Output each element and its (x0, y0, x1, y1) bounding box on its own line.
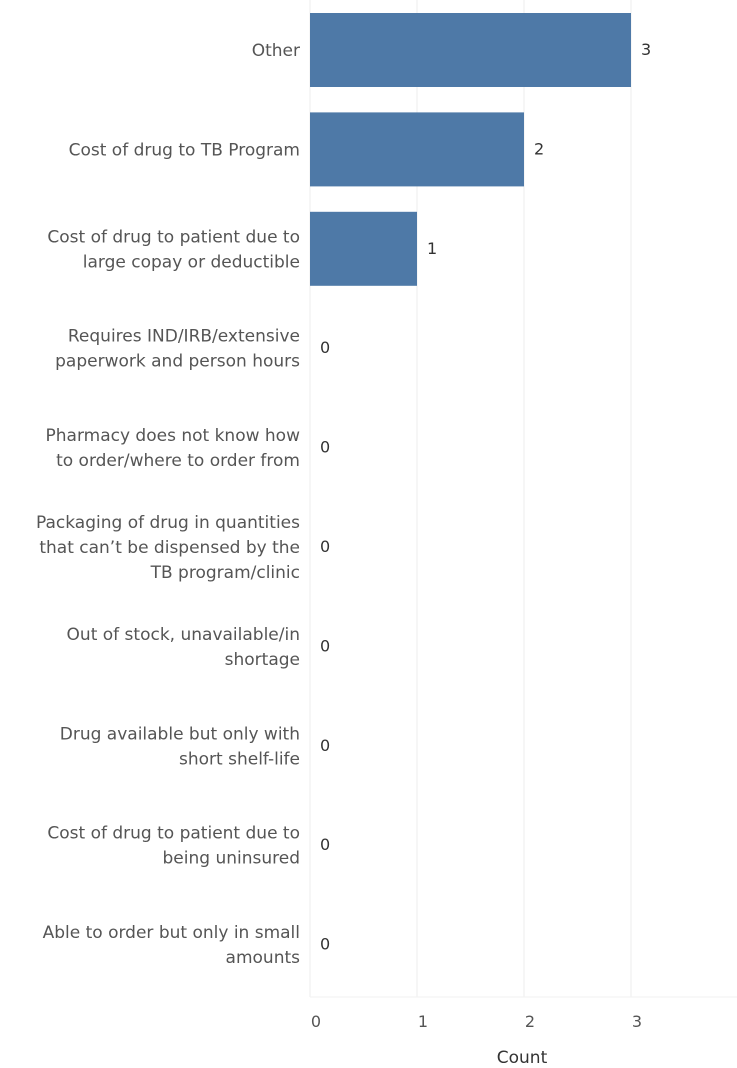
x-axis-ticks: 01234 (311, 1012, 642, 1031)
category-label: Requires IND/IRB/extensive (68, 327, 300, 347)
category-label: Cost of drug to patient due to (47, 824, 300, 844)
bars (310, 13, 631, 286)
value-label: 1 (427, 239, 437, 258)
category-label: Packaging of drug in quantities (36, 513, 300, 533)
value-label: 0 (320, 736, 330, 755)
category-label: Other (252, 41, 300, 61)
value-label: 2 (534, 139, 544, 158)
value-label: 0 (320, 636, 330, 655)
value-label: 0 (320, 338, 330, 357)
value-label: 3 (641, 40, 651, 59)
category-label: Cost of drug to TB Program (69, 140, 300, 160)
x-axis-title: Count (497, 1048, 548, 1068)
value-label: 0 (320, 835, 330, 854)
value-labels: 3 2 1 0 0 0 0 0 0 0 (320, 40, 651, 954)
value-label: 0 (320, 438, 330, 457)
x-tick-label: 2 (525, 1012, 535, 1031)
value-label: 0 (320, 537, 330, 556)
x-tick-label: 1 (418, 1012, 428, 1031)
category-label: that can’t be dispensed by the (39, 538, 300, 558)
category-label: Cost of drug to patient due to (47, 227, 300, 247)
category-label: large copay or deductible (83, 252, 300, 272)
category-label: being uninsured (163, 849, 301, 869)
category-label: short shelf-life (179, 749, 300, 769)
category-label: TB program/clinic (150, 563, 300, 583)
category-label: to order/where to order from (56, 451, 300, 471)
bar (310, 211, 417, 286)
category-label: Drug available but only with (60, 724, 300, 744)
x-tick-label: 0 (311, 1012, 321, 1031)
category-label: Pharmacy does not know how (46, 426, 301, 446)
category-labels: Other Cost of drug to TB Program Cost of d… (36, 41, 300, 968)
category-label: shortage (225, 650, 300, 670)
bar (310, 112, 524, 187)
category-label: paperwork and person hours (55, 352, 300, 372)
category-label: Able to order but only in small (43, 923, 300, 943)
value-label: 0 (320, 935, 330, 954)
category-label: Out of stock, unavailable/in (67, 625, 300, 645)
category-label: amounts (226, 948, 301, 968)
x-tick-label: 3 (632, 1012, 642, 1031)
bar (310, 13, 631, 87)
